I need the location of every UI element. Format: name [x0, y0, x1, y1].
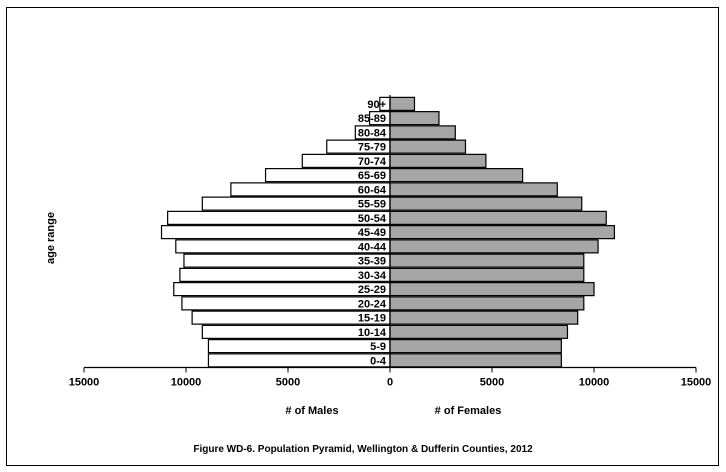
age-label-0-4: 0-4	[370, 355, 387, 367]
age-label-10-14: 10-14	[358, 327, 387, 339]
age-label-85-89: 85-89	[358, 113, 386, 125]
age-label-30-34: 30-34	[358, 270, 387, 282]
x-axis: 15000 10000 5000 0 5000 10000 15000	[69, 95, 712, 389]
chart-frame	[6, 7, 719, 466]
age-label-60-64: 60-64	[358, 184, 387, 196]
age-label-70-74: 70-74	[358, 156, 387, 168]
x-tick-label: 10000	[171, 377, 202, 389]
age-label-5-9: 5-9	[370, 341, 386, 353]
age-label-50-54: 50-54	[358, 213, 387, 225]
age-label-90+: 90+	[367, 99, 386, 111]
chart-title: Figure WD-6. Population Pyramid, Welling…	[193, 444, 533, 455]
bars-layer	[160, 96, 615, 368]
bar-female-30-34	[389, 267, 585, 282]
bar-female-10-14	[389, 324, 569, 339]
age-label-40-44: 40-44	[358, 241, 387, 253]
bar-female-70-74	[389, 153, 487, 168]
x-tick-label: 0	[387, 377, 393, 389]
bar-female-85-89	[389, 111, 440, 126]
bar-male-0-4	[207, 353, 391, 368]
age-label-20-24: 20-24	[358, 298, 387, 310]
x-tick-label: 15000	[681, 377, 712, 389]
age-label-15-19: 15-19	[358, 313, 386, 325]
y-axis-label: age range	[45, 212, 57, 264]
bar-female-40-44	[389, 239, 599, 254]
bar-female-90+	[389, 96, 416, 111]
age-labels: 0-4 5-9 10-14 15-19 20-24 25-29 30-34 35-39 40-4…	[358, 99, 387, 368]
bar-female-55-59	[389, 196, 583, 211]
age-label-55-59: 55-59	[358, 199, 386, 211]
bar-female-5-9	[389, 339, 562, 354]
x-tick-label: 5000	[276, 377, 300, 389]
bar-female-45-49	[389, 225, 615, 240]
age-label-65-69: 65-69	[358, 170, 386, 182]
x-tick-label: 10000	[579, 377, 610, 389]
bar-female-80-84	[389, 125, 456, 140]
bar-female-60-64	[389, 182, 558, 197]
bar-female-50-54	[389, 210, 607, 225]
age-label-45-49: 45-49	[358, 227, 386, 239]
x-axis-label-females: # of Females	[435, 405, 502, 417]
bar-female-0-4	[389, 353, 562, 368]
bar-male-5-9	[207, 339, 391, 354]
bar-female-65-69	[389, 168, 524, 183]
bar-female-35-39	[389, 253, 585, 268]
bar-female-25-29	[389, 282, 595, 297]
bar-male-45-49	[160, 225, 391, 240]
bar-female-20-24	[389, 296, 585, 311]
age-label-35-39: 35-39	[358, 256, 386, 268]
age-label-80-84: 80-84	[358, 127, 387, 139]
x-tick-label: 15000	[69, 377, 100, 389]
x-tick-label: 5000	[480, 377, 504, 389]
bar-female-15-19	[389, 310, 579, 325]
age-label-25-29: 25-29	[358, 284, 386, 296]
bar-female-75-79	[389, 139, 467, 154]
age-label-75-79: 75-79	[358, 142, 386, 154]
bar-male-50-54	[167, 210, 391, 225]
x-axis-label-males: # of Males	[285, 405, 338, 417]
